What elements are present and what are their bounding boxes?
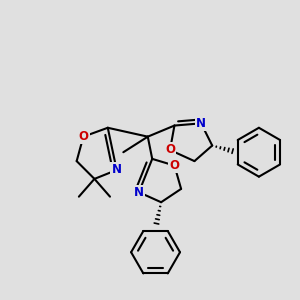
- Text: N: N: [196, 117, 206, 130]
- Text: N: N: [134, 186, 144, 199]
- Text: O: O: [169, 159, 179, 172]
- Text: O: O: [78, 130, 88, 143]
- Text: O: O: [165, 143, 175, 157]
- Text: N: N: [112, 164, 122, 176]
